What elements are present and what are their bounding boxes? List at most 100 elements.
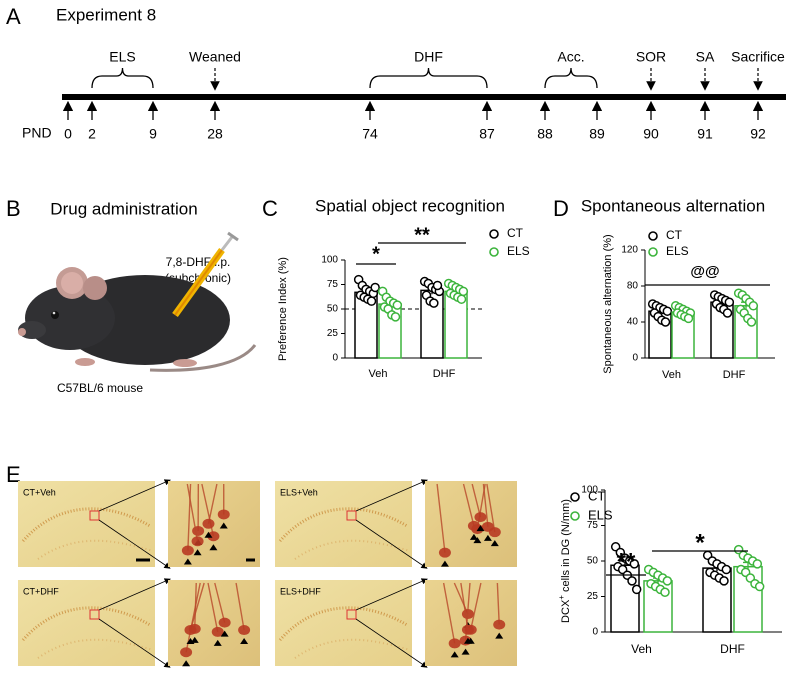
legend-marker <box>570 492 580 502</box>
dendrite <box>235 582 245 631</box>
arrowhead <box>204 531 213 538</box>
day-label: 89 <box>589 126 605 142</box>
data-point <box>429 298 439 308</box>
event-label: SA <box>696 49 715 65</box>
zoom-box <box>346 510 357 521</box>
chart: 0 25 50 75 100 DCX+ cells in DG (N/mm) Veh DHF C… <box>557 485 782 656</box>
cell <box>207 531 220 542</box>
dendrite <box>185 582 201 653</box>
arrowhead <box>490 540 499 547</box>
arrowhead <box>183 558 192 565</box>
strain-label: C57BL/6 mouse <box>57 381 143 395</box>
y-tick-label: 100 <box>321 255 338 266</box>
panel-title: Drug administration <box>50 199 197 218</box>
data-point <box>721 564 732 575</box>
dendrite <box>460 582 469 630</box>
micrograph-label: ELS+Veh <box>280 487 318 497</box>
significance-label: * <box>372 243 380 265</box>
arrowhead <box>461 648 470 655</box>
significance-label: ** <box>414 224 430 246</box>
legend-label: CT <box>507 226 524 240</box>
data-point <box>719 576 729 586</box>
dendrite <box>470 582 482 630</box>
x-tick-label: Veh <box>369 368 388 380</box>
dendrite <box>194 582 197 629</box>
cell <box>488 527 501 538</box>
y-tick-label: 100 <box>581 485 598 496</box>
arrowhead <box>182 660 191 667</box>
arrowhead <box>193 549 202 556</box>
arrowhead <box>469 533 478 540</box>
dendrite <box>486 483 496 533</box>
data-point <box>754 581 765 592</box>
dentate-band <box>21 606 151 641</box>
zoom-box <box>346 609 357 620</box>
cell <box>181 545 194 556</box>
legend-label: ELS <box>588 507 613 522</box>
cell <box>211 626 224 637</box>
legend-marker <box>648 231 658 241</box>
y-tick-label: 50 <box>327 304 339 315</box>
day-label: 9 <box>149 126 157 142</box>
cell <box>217 509 230 520</box>
zoom-line <box>98 618 171 668</box>
event-label: Weaned <box>189 49 241 65</box>
legend-label: CT <box>666 228 683 242</box>
data-point <box>432 280 443 291</box>
arrowhead <box>209 544 218 551</box>
mouse-illustration <box>18 231 257 372</box>
arrowhead <box>495 632 504 639</box>
arrowhead <box>240 638 249 645</box>
y-axis-label: DCX+ cells in DG (N/mm) <box>557 499 572 623</box>
arrowhead <box>219 522 228 529</box>
y-tick-label: 0 <box>632 353 638 364</box>
y-axis-label-part: cells in DG (N/mm) <box>560 499 572 595</box>
dendrite <box>187 483 192 551</box>
dendrite <box>207 582 219 633</box>
y-tick-label: 0 <box>332 353 338 364</box>
legend-marker <box>570 511 580 521</box>
experiment-title: Experiment 8 <box>56 5 156 24</box>
chart-title: Spontaneous alternation <box>581 196 765 215</box>
panel-label: D <box>553 196 569 221</box>
dendrite <box>471 483 482 518</box>
cell <box>192 525 205 536</box>
data-point <box>629 559 640 569</box>
dendrite <box>214 582 226 623</box>
y-tick-label: 25 <box>587 591 599 602</box>
y-axis-label: Preference Index (%) <box>277 257 289 361</box>
arrowhead <box>476 525 485 532</box>
timeline-label: PND <box>22 125 52 141</box>
significance-label: * <box>695 529 705 556</box>
cell <box>474 512 487 523</box>
chart: Spatial object recognition 0 25 50 75 100 Pref… <box>277 196 530 379</box>
cell <box>493 619 506 630</box>
data-point <box>660 317 671 327</box>
micrograph-group: ELS+DHF <box>275 578 517 668</box>
zoom-line <box>98 479 171 512</box>
data-point <box>683 313 694 324</box>
legend-marker <box>648 247 658 257</box>
data-point <box>752 559 763 569</box>
micrograph-label: CT+Veh <box>23 487 56 497</box>
data-point <box>631 584 642 595</box>
y-tick-label: 75 <box>587 520 599 531</box>
y-tick-label: 25 <box>327 328 339 339</box>
cell <box>461 624 474 635</box>
zoom-line <box>355 479 428 512</box>
event-label: Sacrifice <box>731 49 785 65</box>
day-label: 88 <box>537 126 553 142</box>
chart-title: Spatial object recognition <box>315 196 505 215</box>
arrowhead <box>463 637 472 644</box>
zoom-line <box>355 578 428 611</box>
day-label: 90 <box>643 126 659 142</box>
dendrite <box>186 483 199 542</box>
dendrite <box>442 582 456 644</box>
data-point <box>660 587 670 597</box>
cell <box>191 536 204 547</box>
dendrite <box>207 483 218 524</box>
micrograph-label: ELS+DHF <box>280 586 321 596</box>
arrowhead <box>213 639 222 646</box>
